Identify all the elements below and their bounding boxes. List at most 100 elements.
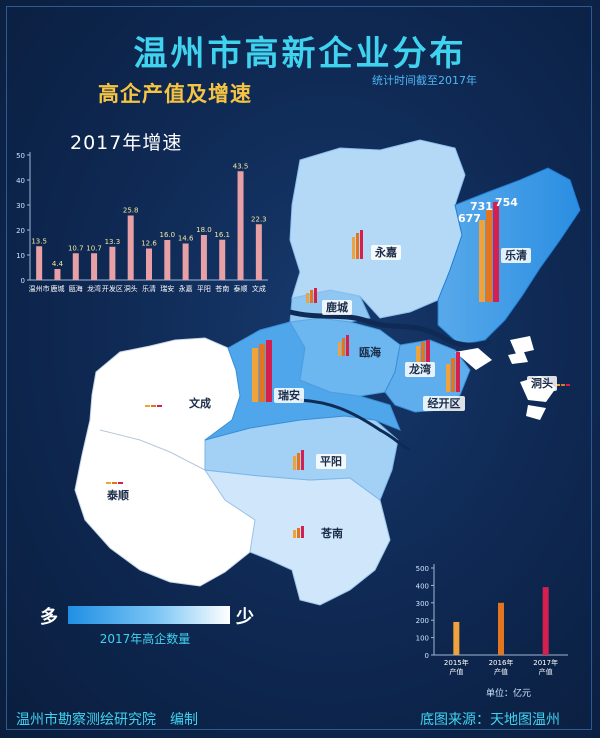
growth-value-label: 18.0: [196, 226, 212, 234]
output-y-tick-label: 200: [416, 617, 429, 625]
growth-category-label: 泰顺: [234, 284, 248, 293]
region-label-yueqing: 乐清: [505, 248, 527, 262]
kaifaqu-mini-bars: [446, 352, 460, 392]
growth-bar: [54, 269, 61, 280]
legend-high-label: 多: [40, 607, 58, 628]
yongjia-mini-bars: [352, 230, 363, 259]
growth-y-tick-label: 0: [21, 277, 25, 285]
growth-category-label: 温州市: [29, 284, 50, 293]
cangnan-mini-bars: [293, 526, 304, 538]
output-category-label: 2017年: [533, 658, 558, 667]
output-bar: [542, 587, 549, 655]
ouhai-mini-bars: [338, 335, 349, 356]
output-y-tick-label: 100: [416, 635, 429, 643]
growth-bar: [255, 224, 262, 280]
pingyang-mini-bars: [293, 450, 304, 470]
value-label-2017: 754: [495, 196, 518, 209]
value-labels: 677 731 754: [458, 196, 518, 225]
output-y-tick-label: 0: [425, 652, 429, 660]
growth-category-label: 平阳: [197, 284, 211, 293]
growth-y-tick-label: 20: [16, 227, 25, 235]
output-y-tick-label: 300: [416, 600, 429, 608]
footer-producer: 温州市勘察测绘研究院 编制: [16, 712, 198, 728]
output-category-label: 产值: [539, 667, 553, 676]
growth-chart: 0 10 20 30 40 50 13.5 温州市 4.4 鹿城 10.7 瓯海 10.7 龙湾 13.3 开…: [16, 152, 268, 293]
wencheng-mini-bars: [145, 405, 162, 407]
output-bar: [498, 602, 504, 655]
region-label-pingyang: 平阳: [320, 454, 342, 468]
growth-y-tick-label: 40: [16, 177, 25, 185]
region-label-box-taishun: [103, 488, 133, 503]
yueqing-bars: [479, 202, 499, 302]
growth-value-label: 43.5: [233, 162, 249, 170]
region-label-box-dongtou: [527, 376, 557, 391]
growth-bar: [237, 171, 244, 280]
river-oujiang: [289, 309, 491, 348]
growth-chart-title: 2017年增速: [70, 132, 183, 154]
growth-category-label: 瑞安: [160, 284, 174, 293]
island-dongtou-2: [526, 405, 546, 420]
lucheng-mini-bars: [306, 288, 317, 303]
growth-value-label: 12.6: [141, 240, 157, 248]
growth-bar: [200, 235, 207, 280]
growth-value-label: 13.3: [105, 238, 121, 246]
growth-category-label: 苍南: [215, 284, 229, 293]
region-label-box-longwan: [405, 362, 435, 377]
growth-bar: [109, 246, 116, 280]
output-bar: [453, 621, 460, 655]
output-category-label: 2015年: [444, 658, 469, 667]
region-label-dongtou: 洞头: [531, 376, 553, 390]
growth-bar: [164, 240, 171, 280]
growth-bar: [91, 253, 98, 280]
region-label-box-lucheng: [322, 300, 352, 315]
longwan-mini-bars: [416, 340, 430, 362]
page-title: 温州市高新企业分布: [133, 34, 467, 74]
boundary-wencheng-taishun: [99, 429, 206, 471]
taishun-mini-bars: [106, 482, 123, 484]
region-label-cangnan: 苍南: [320, 526, 343, 540]
region-label-wencheng: 文成: [189, 396, 211, 410]
growth-category-label: 瓯海: [69, 284, 83, 293]
ruian-bars: [252, 340, 272, 402]
river-feiyun: [299, 398, 411, 452]
output-category-label: 产值: [449, 667, 463, 676]
region-label-box-pingyang: [316, 454, 346, 469]
growth-value-label: 25.8: [123, 207, 139, 215]
growth-category-label: 洞头: [124, 284, 138, 293]
growth-category-label: 文成: [252, 284, 266, 293]
growth-value-label: 16.1: [214, 231, 230, 239]
island-north: [510, 336, 534, 354]
growth-category-label: 永嘉: [179, 284, 193, 293]
poster-frame: [6, 6, 592, 730]
region-label-kaifaqu: 经开区: [428, 396, 461, 410]
output-y-tick-label: 500: [416, 565, 429, 573]
growth-value-label: 4.4: [52, 260, 64, 268]
output-unit: 单位：亿元: [486, 689, 532, 699]
region-label-taishun: 泰顺: [106, 488, 129, 502]
legend-caption: 2017年高企数量: [99, 632, 191, 646]
region-label-ouhai: 瓯海: [359, 345, 381, 359]
island-east: [508, 352, 528, 364]
growth-y-tick-label: 10: [16, 252, 25, 260]
region-label-lucheng: 鹿城: [326, 300, 348, 314]
legend-low-label: 少: [236, 607, 254, 628]
growth-category-label: 开发区: [102, 284, 123, 293]
island-lingkun: [455, 348, 492, 370]
region-label-box-kaifaqu: [423, 396, 465, 411]
stat-time-note: 统计时间截至2017年: [372, 74, 477, 87]
value-label-2016: 731: [470, 200, 493, 213]
growth-value-label: 10.7: [86, 244, 102, 252]
value-label-2015: 677: [458, 212, 481, 225]
growth-category-label: 鹿城: [50, 284, 64, 293]
growth-value-label: 13.5: [31, 237, 47, 245]
growth-bar: [36, 246, 43, 280]
growth-category-label: 乐清: [142, 284, 156, 293]
growth-bar: [72, 253, 79, 280]
output-category-label: 2016年: [489, 658, 514, 667]
output-y-tick-label: 400: [416, 582, 429, 590]
page-subtitle: 高企产值及增速: [98, 82, 252, 106]
